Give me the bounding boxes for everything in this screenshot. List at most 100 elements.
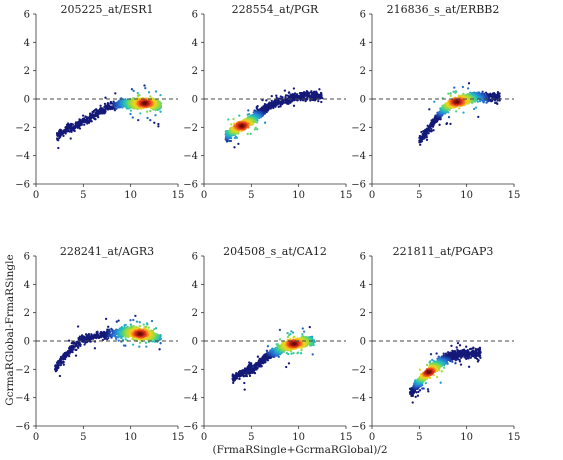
panel-title: 228554_at/PGR [232, 3, 319, 16]
x-tick-label: 15 [508, 190, 521, 201]
data-point [62, 132, 65, 135]
points-group [418, 82, 501, 146]
data-point [314, 96, 318, 99]
data-point [64, 353, 67, 357]
data-point [462, 111, 465, 114]
data-point [292, 87, 296, 90]
data-point [265, 99, 268, 102]
data-point [76, 122, 80, 125]
x-tick-label: 0 [369, 190, 375, 201]
data-point [72, 347, 75, 350]
data-point [240, 124, 244, 128]
data-point [89, 340, 92, 343]
data-point [115, 320, 118, 323]
data-point [275, 94, 278, 97]
data-point [56, 133, 59, 136]
data-point [83, 123, 86, 126]
data-point [139, 112, 142, 115]
data-point [246, 113, 249, 116]
data-point [74, 354, 78, 357]
data-point [237, 142, 240, 146]
data-point [88, 117, 91, 120]
data-point [238, 114, 241, 117]
data-point [265, 106, 268, 109]
data-point [145, 110, 149, 113]
data-point [493, 99, 497, 102]
data-point [270, 105, 273, 108]
y-tick-label: 4 [24, 38, 30, 49]
data-point [73, 345, 77, 348]
data-point [270, 102, 273, 105]
data-point [90, 113, 93, 116]
data-point [435, 120, 439, 123]
data-point [272, 100, 275, 104]
data-point [320, 100, 323, 104]
data-point [104, 96, 107, 99]
data-point [224, 130, 227, 133]
data-point [131, 116, 134, 119]
data-point [428, 108, 431, 111]
data-point [61, 358, 65, 361]
data-point [232, 117, 235, 121]
x-tick-label: 0 [33, 190, 39, 201]
data-point [66, 125, 69, 129]
y-tick-label: −6 [351, 180, 366, 191]
data-point [134, 314, 137, 318]
data-point [474, 106, 478, 109]
data-point [103, 102, 107, 106]
y-tick-label: 4 [192, 38, 198, 49]
data-point [105, 107, 109, 110]
y-tick-label: 6 [192, 10, 198, 21]
data-point [84, 121, 87, 124]
data-point [456, 100, 459, 104]
data-point [80, 334, 84, 337]
y-tick-label: 6 [24, 10, 30, 21]
y-tick-label: −6 [183, 180, 198, 191]
data-point [468, 91, 472, 94]
data-point [466, 87, 470, 90]
data-point [291, 93, 295, 96]
data-point [265, 109, 269, 112]
data-point [146, 323, 149, 326]
data-point [65, 123, 69, 126]
data-point [287, 91, 291, 94]
y-tick-label: 0 [360, 95, 366, 106]
data-point [94, 108, 97, 111]
data-point [159, 93, 162, 97]
data-point [62, 134, 65, 138]
data-point [117, 339, 120, 342]
data-point [69, 346, 73, 349]
data-point [87, 121, 90, 124]
data-point [124, 98, 127, 101]
data-point [132, 89, 135, 93]
data-point [263, 121, 267, 124]
data-point [477, 115, 480, 119]
data-point [62, 363, 65, 366]
data-point [58, 360, 61, 363]
data-point [159, 342, 162, 345]
data-point [496, 99, 499, 102]
data-point [268, 103, 271, 106]
data-point [71, 128, 74, 131]
data-point [467, 82, 471, 85]
data-point [478, 99, 482, 103]
y-tick-label: −2 [15, 123, 30, 134]
x-tick-label: 10 [460, 190, 473, 201]
data-point [158, 348, 161, 351]
data-point [278, 100, 281, 103]
x-tick-label: 0 [201, 190, 207, 201]
data-point [92, 116, 95, 120]
data-point [57, 146, 60, 150]
data-point [59, 134, 62, 137]
data-point [83, 343, 86, 346]
data-point [279, 95, 282, 98]
data-point [447, 92, 450, 95]
data-point [66, 128, 69, 132]
data-point [420, 130, 423, 134]
data-point [66, 352, 69, 355]
data-point [85, 118, 89, 121]
data-point [495, 101, 498, 104]
data-point [113, 107, 116, 110]
